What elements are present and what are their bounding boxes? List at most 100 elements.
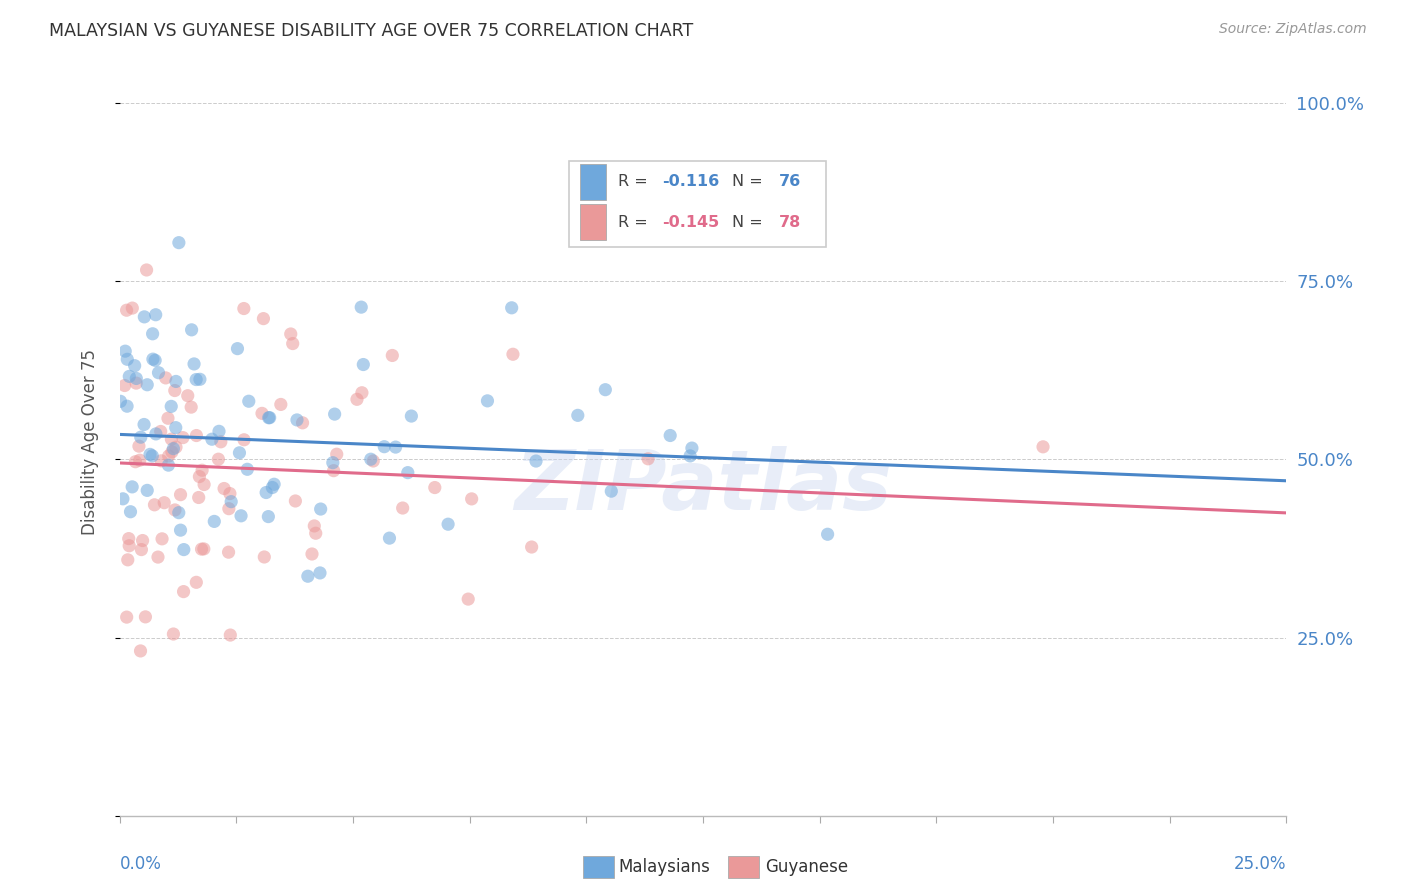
Point bbox=[229, 508, 252, 523]
Point bbox=[125, 371, 148, 385]
Point bbox=[128, 453, 150, 467]
Point bbox=[142, 352, 165, 367]
Point bbox=[131, 542, 153, 557]
Text: Malaysians: Malaysians bbox=[619, 858, 710, 876]
Point bbox=[305, 526, 328, 541]
Point bbox=[218, 501, 240, 516]
Point bbox=[501, 301, 523, 315]
Point bbox=[169, 523, 191, 537]
Point bbox=[600, 484, 623, 499]
Point bbox=[567, 409, 589, 423]
Point bbox=[361, 454, 384, 468]
Point bbox=[323, 407, 346, 421]
Point bbox=[325, 447, 347, 461]
Point bbox=[173, 542, 195, 557]
Point bbox=[180, 323, 202, 337]
Text: 0.0%: 0.0% bbox=[120, 855, 162, 873]
Point bbox=[350, 300, 373, 314]
Point bbox=[254, 485, 277, 500]
Point bbox=[193, 477, 215, 491]
Point bbox=[360, 452, 382, 467]
Point bbox=[250, 406, 273, 420]
Point bbox=[681, 441, 703, 455]
Point bbox=[252, 311, 274, 326]
Point bbox=[460, 491, 482, 506]
Text: MALAYSIAN VS GUYANESE DISABILITY AGE OVER 75 CORRELATION CHART: MALAYSIAN VS GUYANESE DISABILITY AGE OVE… bbox=[49, 22, 693, 40]
Point bbox=[207, 452, 229, 467]
Point bbox=[162, 627, 184, 641]
Point bbox=[502, 347, 524, 361]
Point bbox=[281, 336, 304, 351]
Point bbox=[165, 375, 187, 389]
Point bbox=[180, 400, 202, 414]
Text: -0.145: -0.145 bbox=[662, 214, 720, 229]
Point bbox=[157, 458, 180, 472]
Point bbox=[270, 397, 292, 411]
Point bbox=[208, 425, 231, 439]
Point bbox=[120, 505, 142, 519]
Point bbox=[304, 519, 326, 533]
Text: 25.0%: 25.0% bbox=[1234, 855, 1286, 873]
Point bbox=[191, 463, 214, 477]
Point bbox=[145, 426, 167, 441]
Point bbox=[187, 491, 209, 505]
Point bbox=[132, 417, 155, 432]
Point bbox=[139, 447, 162, 461]
Point bbox=[186, 373, 208, 387]
Point bbox=[124, 359, 146, 373]
Point bbox=[236, 462, 259, 476]
Point bbox=[384, 440, 406, 454]
Point bbox=[165, 420, 187, 434]
Y-axis label: Disability Age Over 75: Disability Age Over 75 bbox=[80, 349, 98, 534]
Text: R =: R = bbox=[617, 214, 652, 229]
Point bbox=[177, 389, 200, 403]
Point bbox=[520, 540, 543, 554]
Point bbox=[378, 531, 401, 545]
Point bbox=[218, 545, 240, 559]
Point bbox=[437, 517, 460, 532]
Point bbox=[145, 308, 167, 322]
Point bbox=[165, 440, 187, 454]
Point bbox=[350, 385, 373, 400]
Point bbox=[322, 456, 344, 470]
Point bbox=[257, 509, 280, 524]
Point bbox=[226, 342, 249, 356]
Bar bbox=[581, 204, 606, 240]
Point bbox=[131, 533, 153, 548]
Point bbox=[160, 400, 183, 414]
Point bbox=[259, 410, 281, 425]
Point bbox=[381, 349, 404, 363]
Point bbox=[118, 539, 141, 553]
Point bbox=[238, 394, 260, 409]
Point bbox=[110, 394, 132, 409]
Point bbox=[262, 481, 284, 495]
Point bbox=[232, 301, 254, 316]
Point bbox=[280, 326, 302, 341]
Point bbox=[524, 454, 547, 468]
Point bbox=[134, 310, 156, 324]
FancyBboxPatch shape bbox=[569, 161, 825, 247]
Point bbox=[190, 542, 212, 557]
Point bbox=[114, 378, 136, 392]
Point bbox=[156, 411, 179, 425]
Point bbox=[162, 442, 184, 456]
Point bbox=[136, 377, 159, 392]
Text: Guyanese: Guyanese bbox=[765, 858, 848, 876]
Text: -0.116: -0.116 bbox=[662, 174, 720, 189]
Point bbox=[201, 432, 224, 446]
Point bbox=[202, 515, 225, 529]
Point bbox=[322, 464, 344, 478]
Point bbox=[637, 451, 659, 466]
Point bbox=[172, 431, 194, 445]
Point bbox=[285, 413, 308, 427]
Point bbox=[111, 491, 134, 506]
Point bbox=[136, 483, 159, 498]
Point bbox=[301, 547, 323, 561]
Point bbox=[134, 610, 156, 624]
Point bbox=[477, 393, 499, 408]
Point bbox=[143, 353, 166, 368]
Point bbox=[188, 372, 211, 386]
Point bbox=[186, 575, 208, 590]
Point bbox=[115, 399, 138, 413]
Point bbox=[228, 446, 250, 460]
